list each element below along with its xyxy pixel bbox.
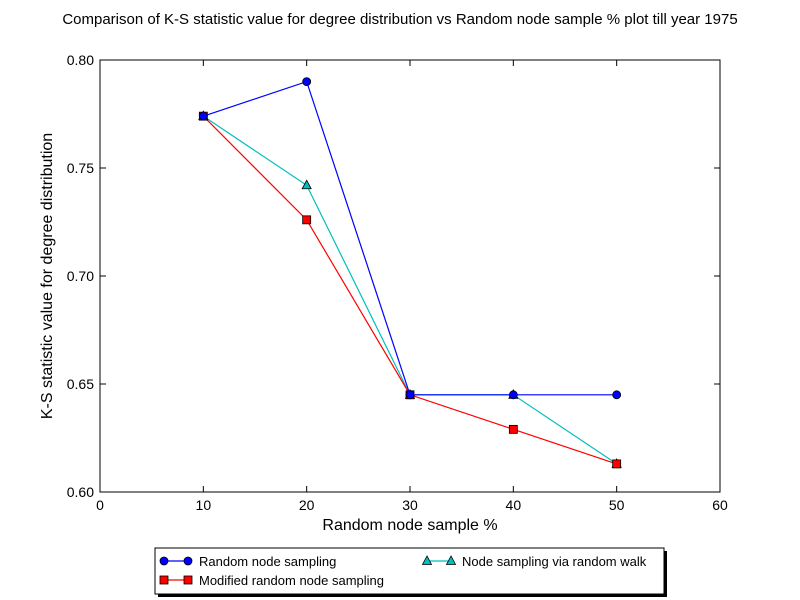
legend: Random node sampling Modified random node… (154, 547, 667, 597)
legend-marker (159, 575, 169, 585)
plot-frame (99, 59, 721, 493)
x-tick-label: 30 (402, 497, 418, 513)
data-point (508, 424, 518, 434)
data-point (612, 459, 622, 469)
legend-marker (421, 555, 433, 565)
series-line (203, 80, 617, 396)
x-tick-label: 50 (609, 497, 625, 513)
data-point (508, 390, 518, 400)
x-tick-label: 10 (196, 497, 212, 513)
legend-item: Node sampling via random walk (421, 554, 647, 569)
legend-marker (159, 556, 169, 566)
data-point (405, 390, 415, 400)
chart-title: Comparison of K-S statistic value for de… (62, 11, 737, 28)
x-tick-label: 40 (506, 497, 522, 513)
series-circle (198, 77, 622, 400)
series-triangle (198, 110, 622, 468)
series-line (202, 115, 618, 465)
legend-marker (445, 555, 457, 565)
y-tick-label: 0.80 (67, 52, 94, 68)
data-point (302, 215, 312, 225)
legend-label: Node sampling via random walk (462, 554, 647, 569)
legend-marker (183, 556, 193, 566)
x-axis-title: Random node sample % (322, 517, 497, 534)
data-point (302, 77, 312, 86)
y-axis-title: K-S statistic value for degree distribut… (39, 133, 56, 419)
x-tick-label: 60 (712, 497, 728, 513)
x-tick-label: 0 (96, 497, 104, 513)
y-tick-label: 0.65 (67, 376, 94, 392)
legend-frame (154, 547, 665, 595)
series-layer (198, 77, 622, 469)
y-tick-label: 0.60 (67, 484, 94, 500)
legend-item: Random node sampling (159, 554, 336, 569)
x-tick-label: 20 (299, 497, 315, 513)
legend-label: Random node sampling (199, 554, 336, 569)
y-tick-label: 0.70 (67, 268, 94, 284)
legend-marker (183, 575, 193, 585)
data-point (612, 390, 622, 400)
axes-layer: 0 10 20 30 40 50 60 0.60 0.65 0.70 0.75 0.80 (67, 52, 728, 513)
data-point (301, 179, 312, 190)
series-line (202, 115, 617, 465)
legend-label: Modified random node sampling (199, 573, 384, 588)
data-point (198, 111, 208, 121)
legend-item: Modified random node sampling (159, 573, 384, 588)
y-tick-label: 0.75 (67, 160, 94, 176)
series-square (198, 111, 622, 469)
